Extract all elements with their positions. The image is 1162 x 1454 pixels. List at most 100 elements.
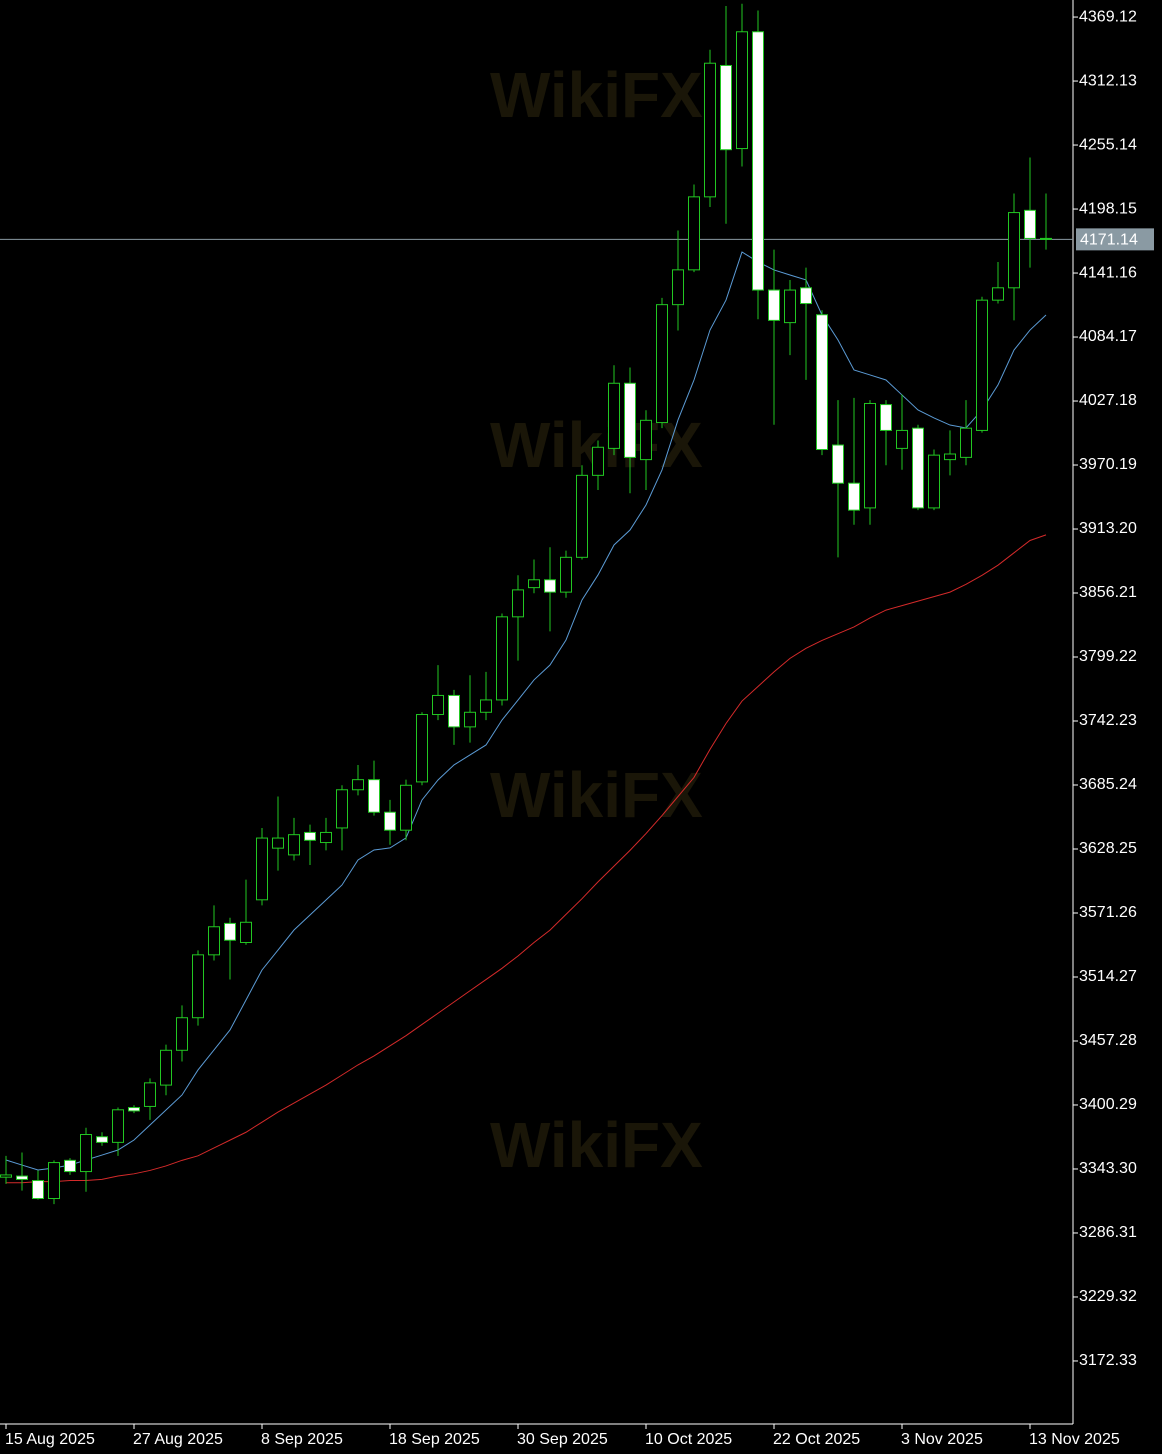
candle bbox=[368, 760, 380, 816]
candle-body bbox=[528, 579, 540, 589]
candle bbox=[816, 310, 828, 456]
candle bbox=[880, 400, 892, 466]
current-price-label: 4171.14 bbox=[1080, 232, 1138, 249]
candle-body bbox=[224, 922, 236, 941]
candle-body bbox=[944, 453, 956, 461]
candle-body bbox=[544, 579, 556, 593]
candle-body bbox=[656, 304, 668, 424]
x-tick-label: 22 Oct 2025 bbox=[773, 1431, 860, 1448]
candle-body bbox=[832, 444, 844, 484]
candle-body bbox=[48, 1162, 60, 1200]
y-tick-label: 4312.13 bbox=[1079, 72, 1137, 89]
candle-body bbox=[672, 269, 684, 306]
x-tick-label: 27 Aug 2025 bbox=[133, 1431, 223, 1448]
candle-body bbox=[272, 837, 284, 849]
candle bbox=[176, 1005, 188, 1062]
watermark: WikiFX bbox=[490, 759, 703, 831]
candle bbox=[672, 230, 684, 331]
candle-body bbox=[416, 714, 428, 783]
y-tick-label: 3286.31 bbox=[1079, 1224, 1137, 1241]
watermark: WikiFX bbox=[490, 59, 703, 131]
y-tick-label: 3571.26 bbox=[1079, 904, 1137, 921]
candle-body bbox=[16, 1175, 28, 1180]
candle bbox=[512, 575, 524, 661]
candle bbox=[48, 1160, 60, 1205]
candle bbox=[400, 779, 412, 841]
candle bbox=[384, 799, 396, 845]
candle bbox=[80, 1127, 92, 1192]
candle-body bbox=[480, 699, 492, 713]
candle bbox=[352, 765, 364, 796]
candle-body bbox=[976, 299, 988, 431]
x-tick-label: 13 Nov 2025 bbox=[1029, 1431, 1120, 1448]
candle-body bbox=[992, 287, 1004, 301]
candle-body bbox=[864, 402, 876, 509]
candle-body bbox=[240, 921, 252, 943]
candle-body bbox=[848, 482, 860, 511]
candle bbox=[768, 249, 780, 425]
y-tick-label: 3514.27 bbox=[1079, 968, 1137, 985]
y-tick-label: 3172.33 bbox=[1079, 1352, 1137, 1369]
candle bbox=[992, 261, 1004, 304]
candle bbox=[304, 824, 316, 866]
x-tick-label: 15 Aug 2025 bbox=[5, 1431, 95, 1448]
candle-body bbox=[464, 711, 476, 728]
candle-body bbox=[736, 31, 748, 150]
candle bbox=[576, 465, 588, 560]
candle bbox=[448, 689, 460, 745]
x-tick-label: 8 Sep 2025 bbox=[261, 1431, 343, 1448]
y-tick-label: 4255.14 bbox=[1079, 136, 1137, 153]
candle bbox=[32, 1170, 44, 1200]
candle-body bbox=[912, 427, 924, 509]
x-tick-label: 18 Sep 2025 bbox=[389, 1431, 480, 1448]
candle-body bbox=[816, 314, 828, 451]
moving-average bbox=[6, 534, 1047, 1184]
candle-body bbox=[1024, 209, 1036, 239]
y-tick-label: 3970.19 bbox=[1079, 456, 1137, 473]
x-tick-label: 10 Oct 2025 bbox=[645, 1431, 732, 1448]
candle-body bbox=[384, 811, 396, 831]
candle bbox=[1008, 193, 1020, 321]
candle-body bbox=[0, 1174, 12, 1178]
candle bbox=[320, 817, 332, 851]
candle-body bbox=[512, 589, 524, 618]
candle bbox=[240, 879, 252, 945]
y-tick-label: 3742.23 bbox=[1079, 712, 1137, 729]
candle bbox=[608, 365, 620, 456]
candle bbox=[800, 267, 812, 380]
y-tick-label: 4369.12 bbox=[1079, 8, 1137, 25]
candle bbox=[688, 184, 700, 273]
candle-body bbox=[768, 289, 780, 321]
candle bbox=[64, 1158, 76, 1175]
candle bbox=[704, 49, 716, 207]
candle bbox=[192, 950, 204, 1026]
candle-body bbox=[448, 694, 460, 728]
candle-body bbox=[496, 616, 508, 701]
candle bbox=[496, 613, 508, 706]
candle bbox=[288, 817, 300, 861]
candle bbox=[896, 394, 908, 470]
candle-body bbox=[432, 694, 444, 716]
candle-body bbox=[128, 1107, 140, 1112]
candle-body bbox=[336, 789, 348, 829]
candle-body bbox=[352, 779, 364, 791]
candle-body bbox=[112, 1109, 124, 1143]
candle bbox=[144, 1078, 156, 1120]
candle bbox=[128, 1105, 140, 1114]
candle bbox=[912, 424, 924, 511]
candle bbox=[592, 440, 604, 490]
candle-body bbox=[64, 1159, 76, 1173]
candle bbox=[480, 671, 492, 721]
candle bbox=[752, 10, 764, 320]
watermarks: WikiFX WikiFX WikiFX WikiFX bbox=[490, 59, 703, 1181]
candle bbox=[160, 1044, 172, 1096]
candle-body bbox=[624, 382, 636, 458]
y-tick-label: 3229.32 bbox=[1079, 1288, 1137, 1305]
x-tick-label: 30 Sep 2025 bbox=[517, 1431, 608, 1448]
y-tick-label: 3685.24 bbox=[1079, 776, 1137, 793]
candle-body bbox=[640, 419, 652, 461]
candle-body bbox=[192, 954, 204, 1019]
candle-body bbox=[896, 429, 908, 449]
